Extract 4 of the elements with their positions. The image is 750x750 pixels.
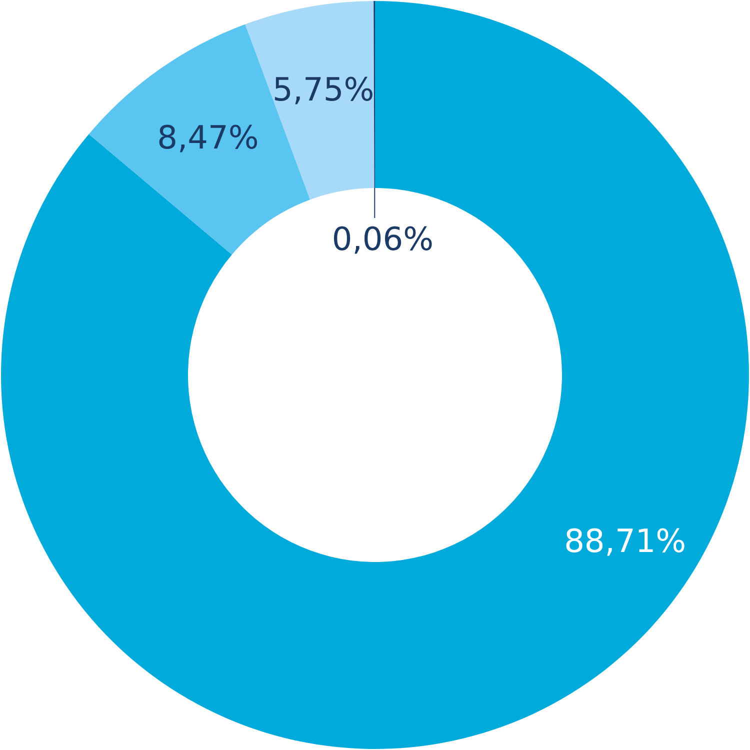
data-label: 0,06% bbox=[332, 220, 434, 258]
data-label: 8,47% bbox=[157, 118, 259, 157]
data-label: 5,75% bbox=[272, 70, 374, 108]
data-label: 88,71% bbox=[564, 522, 686, 560]
